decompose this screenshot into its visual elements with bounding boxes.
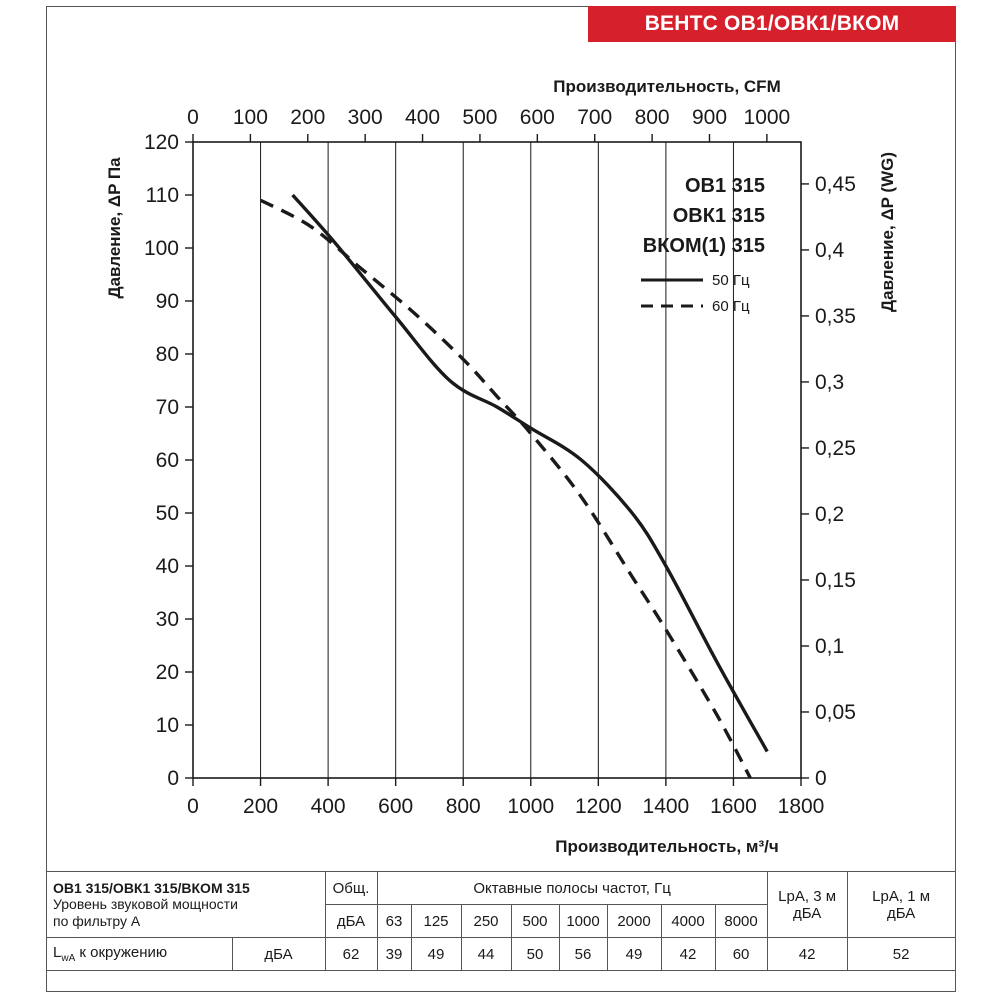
lpa3-header: LpA, 3 м [778,887,837,905]
x2-tick-label-200: 200 [290,106,325,129]
x2-tick-label-300: 300 [348,106,383,129]
y-tick-label-20: 20 [156,661,179,684]
x-tick-label-1600: 1600 [710,795,757,818]
grid-lines [260,142,734,778]
band-4000: 4000 [660,904,716,938]
row-total: 62 [324,937,378,971]
series-line-60hz [259,198,752,779]
band-125: 125 [410,904,462,938]
total-unit: дБА [324,904,378,938]
x2-tick-label-700: 700 [577,106,612,129]
y-tick-label-50: 50 [156,502,179,525]
y2-tick-label-0: 0 [815,767,827,790]
figure-frame [46,6,956,992]
row-value-8000: 60 [714,937,768,971]
noise-table-desc-2: по фильтру А [53,912,141,929]
x-tick-label-1800: 1800 [778,795,825,818]
x-tick-label-200: 200 [243,795,278,818]
row-value-63: 39 [376,937,412,971]
x2-tick-label-1000: 1000 [744,106,791,129]
y2-tick-label-1: 0,05 [815,701,856,724]
x-tick-label-400: 400 [311,795,346,818]
row-value-4000: 42 [660,937,716,971]
total-header: Общ. [324,871,378,905]
model-label-1: ОВ1 315 [685,175,765,197]
y-tick-label-60: 60 [156,449,179,472]
x2-tick-label-800: 800 [635,106,670,129]
y2-tick-label-2: 0,1 [815,635,844,658]
x2-tick-label-900: 900 [692,106,727,129]
lpa3-unit: дБА [792,904,822,922]
band-2000: 2000 [606,904,662,938]
y-tick-label-10: 10 [156,714,179,737]
y-tick-label-120: 120 [144,131,179,154]
y2-tick-label-6: 0,3 [815,371,844,394]
product-badge: ВЕНТС ОВ1/ОВК1/ВКОМ [588,6,956,42]
row-label-main: L [53,944,62,961]
y2-tick-label-7: 0,35 [815,305,856,328]
row-label-rest: к окружению [75,944,168,961]
x-tick-label-600: 600 [378,795,413,818]
y-tick-label-110: 110 [146,184,179,207]
series-line-50hz [291,193,769,753]
row-label-sub: wA [61,953,76,964]
y2-tick-label-9: 0,45 [815,173,856,196]
band-250: 250 [460,904,512,938]
x2-tick-label-600: 600 [520,106,555,129]
y-axis-title: Давление, ΔP Па [105,157,124,299]
noise-table-title: ОВ1 315/ОВК1 315/ВКОМ 315 [53,879,250,896]
row-lpa3: 42 [766,937,848,971]
series-lines [259,193,769,779]
y-tick-label-100: 100 [144,237,179,260]
x2-axis-title: Производительность, CFM [553,77,780,96]
row-lpa1: 52 [846,937,956,971]
lpa1-header-cell: LpA, 1 м дБА [846,871,956,938]
y-tick-label-30: 30 [156,608,179,631]
row-value-125: 49 [410,937,462,971]
x-tick-label-1200: 1200 [575,795,622,818]
y2-tick-label-8: 0,4 [815,239,845,262]
x-axis-title: Производительность, м³/ч [555,837,778,856]
row-label: LwA к окружению [47,937,233,971]
x2-tick-label-500: 500 [462,106,497,129]
x-tick-label-1000: 1000 [507,795,554,818]
model-label-3: ВКОМ(1) 315 [643,235,765,257]
row-value-500: 50 [510,937,560,971]
lpa1-unit: дБА [886,904,916,922]
y2-tick-label-4: 0,2 [815,503,844,526]
legend-label-60hz: 60 Гц [712,298,750,315]
performance-chart: 0 200 400 600 800 1000 1200 1400 1600 18000102030… [105,77,897,856]
row-value-250: 44 [460,937,512,971]
model-label-2: ОВК1 315 [673,205,765,227]
row-value-2000: 49 [606,937,662,971]
y-tick-label-90: 90 [156,290,179,313]
band-500: 500 [510,904,560,938]
x-tick-label-0: 0 [187,795,199,818]
lpa3-header-cell: LpA, 3 м дБА [766,871,848,938]
noise-table-title-cell: ОВ1 315/ОВК1 315/ВКОМ 315 Уровень звуков… [47,871,326,938]
x2-tick-label-100: 100 [233,106,268,129]
x-tick-label-800: 800 [446,795,481,818]
band-1000: 1000 [558,904,608,938]
band-63: 63 [376,904,412,938]
noise-table-desc-1: Уровень звуковой мощности [53,895,238,912]
row-unit: дБА [231,937,326,971]
y2-tick-label-5: 0,25 [815,437,856,460]
y-tick-label-70: 70 [156,396,179,419]
x-tick-label-1400: 1400 [643,795,690,818]
x2-tick-label-0: 0 [187,106,199,129]
noise-table: ОВ1 315/ОВК1 315/ВКОМ 315 Уровень звуков… [47,871,956,971]
y-tick-label-80: 80 [156,343,179,366]
band-8000: 8000 [714,904,768,938]
y2-tick-label-3: 0,15 [815,569,856,592]
row-value-1000: 56 [558,937,608,971]
y-tick-label-0: 0 [167,767,179,790]
y2-axis-title: Давление, ΔP (WG) [878,152,897,312]
axis-ticks: 0 200 400 600 800 1000 1200 1400 1600 18000102030… [144,106,856,818]
legend-label-50hz: 50 Гц [712,272,750,289]
bands-header: Октавные полосы частот, Гц [376,871,768,905]
x2-tick-label-400: 400 [405,106,440,129]
lpa1-header: LpA, 1 м [872,887,931,905]
y-tick-label-40: 40 [156,555,179,578]
